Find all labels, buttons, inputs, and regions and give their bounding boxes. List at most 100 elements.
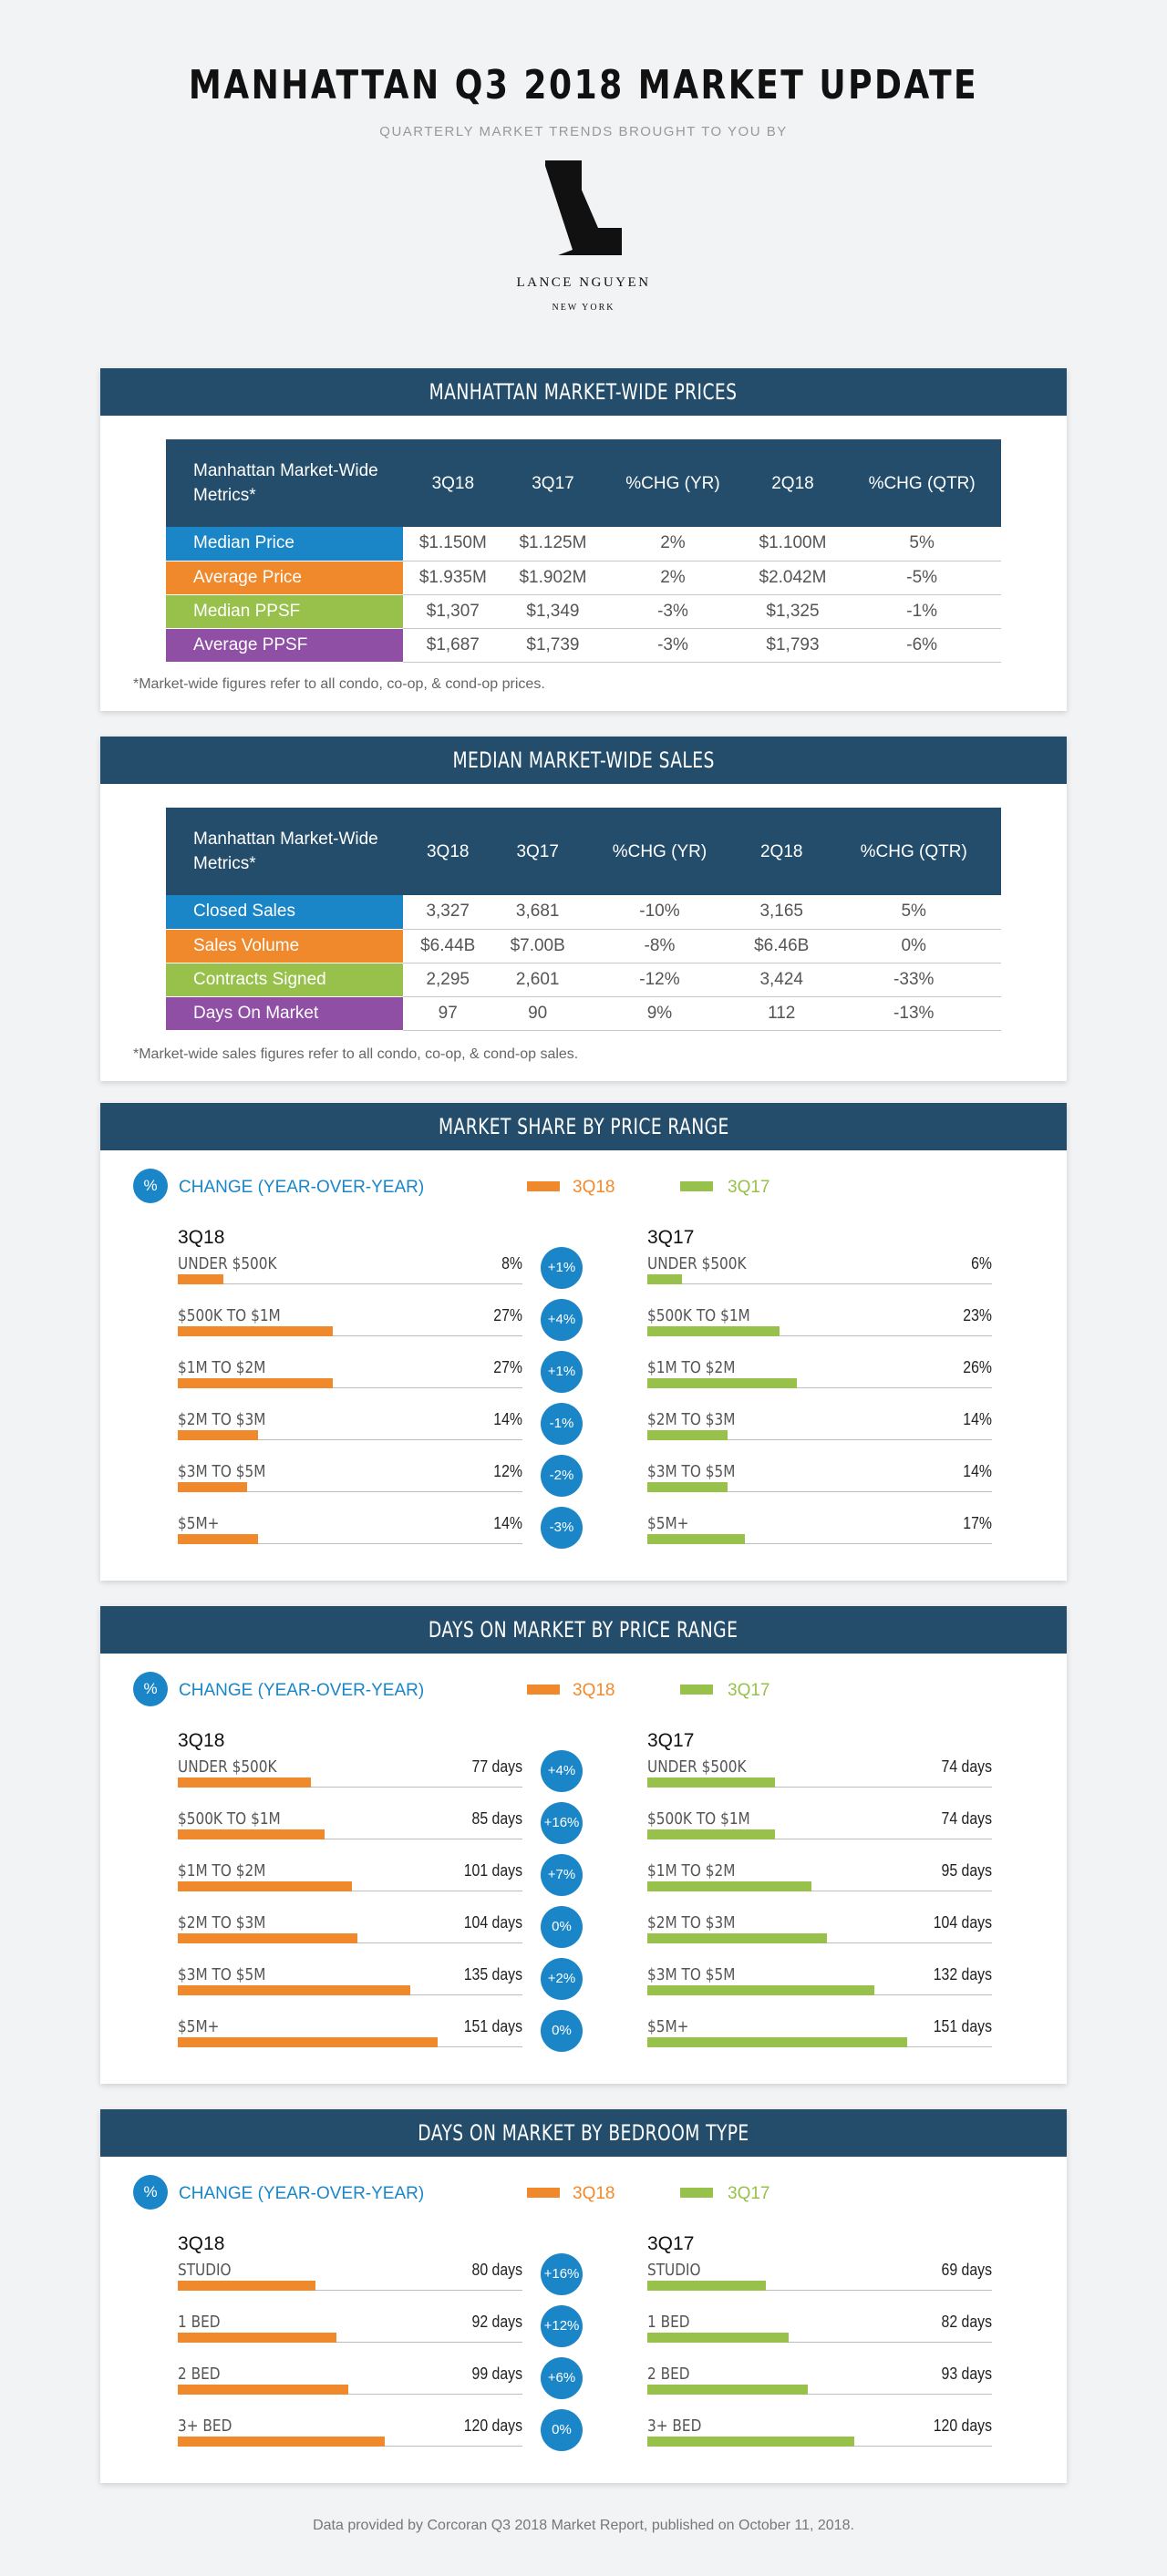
row-divider (178, 1439, 522, 1440)
change-badge: +6% (541, 2357, 583, 2399)
range-label: STUDIO (647, 2261, 701, 2280)
bar-3q18 (178, 1274, 224, 1284)
value-3q18: 101 days (463, 1861, 522, 1880)
column-header: 3Q17 (516, 841, 559, 861)
metric-label: Median Price (166, 527, 403, 562)
range-label: $5M+ (178, 2017, 220, 2036)
row-divider (647, 1335, 992, 1336)
legend-swatch-3q18 (527, 1181, 560, 1191)
value-3q17: 17% (963, 1514, 992, 1532)
metric-label: Sales Volume (166, 929, 403, 963)
market-wide-prices-card: MANHATTAN MARKET-WIDE PRICES Manhattan M… (100, 368, 1067, 711)
bar-3q17 (647, 1378, 797, 1388)
range-label: 1 BED (647, 2313, 690, 2332)
value-3q17: 14% (963, 1410, 992, 1428)
bar-3q17 (647, 2437, 854, 2447)
legend: % CHANGE (YEAR-OVER-YEAR) 3Q18 3Q17 (133, 1169, 1045, 1205)
bar-3q17 (647, 1430, 728, 1440)
bar-3q17 (647, 1326, 780, 1336)
metric-label: Median PPSF (166, 594, 403, 629)
page-subtitle: QUARTERLY MARKET TRENDS BROUGHT TO YOU B… (379, 124, 788, 139)
row-divider (647, 1543, 992, 1544)
metric-label: Contracts Signed (166, 963, 403, 997)
change-badge: 0% (541, 2409, 583, 2451)
change-badge: -1% (541, 1403, 583, 1445)
value-3q17: 104 days (933, 1913, 992, 1932)
change-badge: +1% (541, 1351, 583, 1393)
bar-3q18 (178, 2385, 349, 2395)
row-divider (178, 2290, 522, 2291)
bar-3q18 (178, 1933, 357, 1943)
legend-swatch-3q17 (680, 1181, 713, 1191)
metric-value: 3,681 (515, 902, 560, 922)
change-badge: +4% (541, 1299, 583, 1341)
footer-source: Data provided by Corcoran Q3 2018 Market… (313, 2518, 854, 2533)
bar-3q17 (647, 1482, 728, 1492)
metric-label: Closed Sales (166, 895, 403, 930)
card-title: MANHATTAN MARKET-WIDE PRICES (100, 368, 1067, 416)
column-header: 2Q18 (771, 473, 814, 493)
column-header: %CHG (YR) (625, 473, 720, 493)
legend-label-3q17: 3Q17 (728, 1178, 770, 1197)
legend-label-3q17: 3Q17 (728, 1681, 770, 1700)
row-divider (178, 2394, 522, 2395)
metric-value: $2.042M (759, 567, 827, 587)
range-label: $1M TO $2M (178, 1358, 266, 1377)
legend-swatch-3q17 (680, 2188, 713, 2198)
value-3q17: 82 days (941, 2313, 992, 2331)
prices-note: *Market-wide figures refer to all condo,… (133, 676, 545, 692)
legend: % CHANGE (YEAR-OVER-YEAR) 3Q18 3Q17 (133, 1672, 1045, 1708)
value-3q18: 85 days (471, 1809, 522, 1828)
range-label: $1M TO $2M (178, 1861, 266, 1880)
metric-value: -12% (639, 969, 680, 989)
range-label: $3M TO $5M (647, 1462, 736, 1481)
value-3q17: 132 days (933, 1965, 992, 1984)
table-header-row: Manhattan Market-Wide Metrics* 3Q18 3Q17 %C… (166, 808, 1001, 895)
value-3q18: 99 days (471, 2365, 522, 2383)
value-3q18: 104 days (463, 1913, 522, 1932)
metric-value: $1,349 (526, 601, 580, 621)
row-divider (647, 2290, 992, 2291)
range-label: UNDER $500K (178, 1757, 277, 1777)
value-3q17: 23% (963, 1306, 992, 1324)
range-label: $500K TO $1M (647, 1306, 750, 1325)
bar-3q18 (178, 1482, 247, 1492)
value-3q17: 93 days (941, 2365, 992, 2383)
median-market-wide-sales-card: MEDIAN MARKET-WIDE SALES Manhattan Marke… (100, 737, 1067, 1081)
range-label: $1M TO $2M (647, 1358, 736, 1377)
bar-3q17 (647, 1933, 827, 1943)
metric-value: $1,793 (766, 634, 820, 654)
column-header: %CHG (QTR) (868, 473, 976, 493)
metric-value: $1,687 (426, 634, 480, 654)
range-label: 3+ BED (178, 2416, 232, 2436)
metric-value: 112 (768, 1003, 796, 1023)
metric-value: $1,739 (526, 634, 580, 654)
column-header: 3Q18 (426, 841, 470, 861)
value-3q18: 77 days (471, 1757, 522, 1776)
metric-value: 90 (528, 1003, 548, 1023)
value-3q18: 14% (493, 1410, 522, 1428)
range-label: $5M+ (647, 2017, 689, 2036)
bar-3q18 (178, 1829, 325, 1839)
metric-value: $1,325 (766, 601, 820, 621)
row-divider (178, 1543, 522, 1544)
change-badge: +12% (541, 2305, 583, 2347)
column-header: Manhattan Market-Wide Metrics* (193, 829, 378, 873)
change-badge: -3% (541, 1507, 583, 1549)
legend-change-label: CHANGE (YEAR-OVER-YEAR) (179, 1178, 425, 1197)
row-divider (647, 1439, 992, 1440)
column-header: 3Q18 (431, 473, 475, 493)
change-badge: +16% (541, 1802, 583, 1844)
table-row: Contracts Signed 2,295 2,601 -12% 3,424 -33% (166, 963, 1001, 997)
metric-value: 97 (438, 1003, 458, 1023)
bar-3q18 (178, 1534, 259, 1544)
table-header-row: Manhattan Market-Wide Metrics* 3Q18 3Q17 %C… (166, 439, 1001, 527)
range-label: $2M TO $3M (647, 1410, 736, 1429)
value-3q17: 74 days (941, 1757, 992, 1776)
bar-3q17 (647, 1985, 875, 1995)
bar-3q17 (647, 1829, 775, 1839)
value-3q18: 151 days (463, 2017, 522, 2035)
range-label: $2M TO $3M (178, 1913, 266, 1932)
range-label: 2 BED (178, 2365, 221, 2384)
range-label: $1M TO $2M (647, 1861, 736, 1880)
